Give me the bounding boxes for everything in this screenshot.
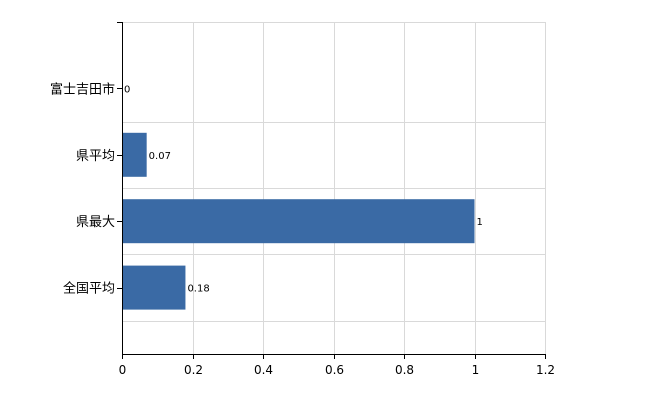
x-tick-label: 0 (119, 363, 127, 377)
x-tick-label: 1.2 (536, 363, 555, 377)
x-tick-label: 1 (472, 363, 480, 377)
data-label: 1 (477, 217, 483, 228)
category-label: 全国平均 (63, 281, 115, 297)
x-tick-label: 0.4 (254, 363, 273, 377)
data-label: 0 (124, 84, 130, 95)
axes (117, 22, 546, 359)
data-label: 0.07 (149, 151, 171, 162)
category-label: 県最大 (76, 215, 115, 230)
x-tick-label: 0.8 (395, 363, 414, 377)
x-tick-label: 0.2 (184, 363, 203, 377)
bar-1 (122, 132, 147, 177)
labels: 0 0.2 0.4 0.6 0.8 1 1.2 富士吉田市 0 県平均 0.07 県最大 1 全国平均 0.… (50, 81, 555, 377)
bar-2 (122, 199, 475, 244)
bars (122, 132, 475, 310)
grid (122, 22, 546, 354)
x-tick-label: 0.6 (325, 363, 344, 377)
bar-3 (122, 265, 186, 310)
category-label: 県平均 (76, 149, 115, 164)
data-label: 0.18 (187, 284, 209, 295)
category-label: 富士吉田市 (50, 81, 115, 97)
